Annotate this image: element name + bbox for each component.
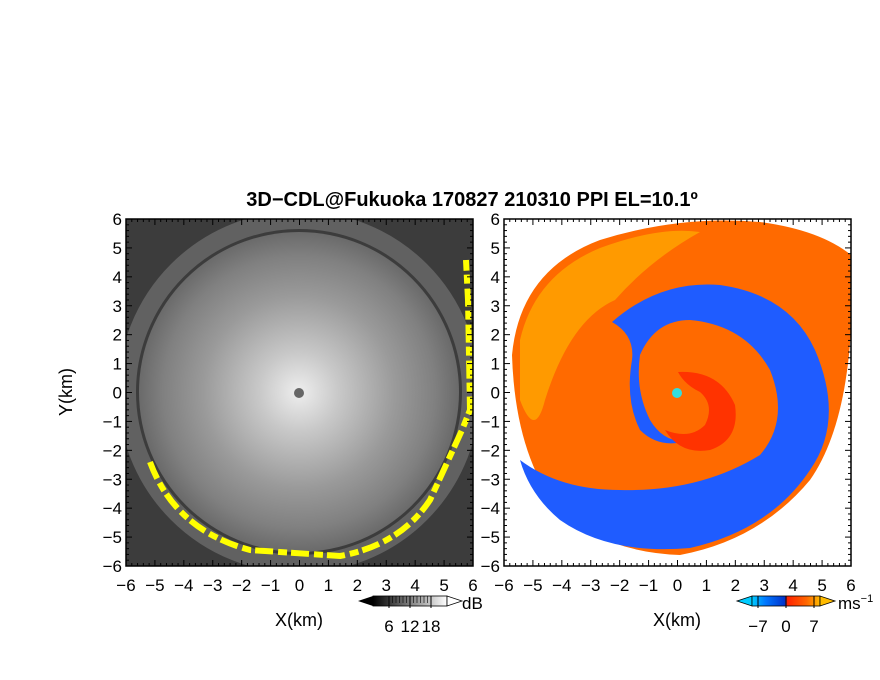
snr-x-tick-label: −6	[116, 576, 135, 595]
snr-colorbar-tick-label: 18	[422, 617, 441, 636]
velocity-colorbar-tick-label: 7	[809, 617, 818, 636]
velocity-x-tick-label: −2	[610, 576, 629, 595]
velocity-colorbar-unit-base: ms	[838, 594, 861, 613]
velocity-x-tick-label: 5	[817, 576, 826, 595]
snr-x-tick-label: −4	[174, 576, 193, 595]
snr-y-tick-label: 3	[113, 297, 122, 316]
snr-y-tick-label: 0	[113, 384, 122, 403]
velocity-y-tick-label: 2	[491, 326, 500, 345]
snr-x-tick-label: 1	[324, 576, 333, 595]
velocity-panel: −6 −5 −4 −3 −2 −1 0 1 2 3 4 5 6 6543210−1−2−3−4−5−6 …	[481, 210, 874, 636]
snr-y-tick-label: −1	[103, 412, 122, 431]
velocity-x-tick-label: −3	[581, 576, 600, 595]
velocity-y-tick-label: 5	[491, 239, 500, 258]
snr-x-tick-label: 2	[353, 576, 362, 595]
snr-y-tick-label: −3	[103, 470, 122, 489]
snr-y-tick-label: −5	[103, 528, 122, 547]
velocity-colorbar-tick-label: 0	[781, 617, 790, 636]
velocity-y-tick-label: 6	[491, 210, 500, 229]
velocity-outer-warm	[520, 230, 700, 420]
velocity-approaching-spiral	[520, 284, 829, 550]
snr-colorbar-tick-label: 6	[384, 617, 393, 636]
snr-x-tick-label: 3	[382, 576, 391, 595]
velocity-site-marker	[672, 388, 682, 398]
snr-x-tick-label: −3	[203, 576, 222, 595]
snr-x-tick-label: 5	[439, 576, 448, 595]
velocity-xlabel: X(km)	[653, 610, 701, 630]
velocity-colorbar-tick-label: −7	[748, 617, 767, 636]
velocity-colorbar-unit-exponent: −1	[861, 593, 874, 605]
velocity-y-tick-label: −2	[481, 441, 500, 460]
velocity-y-tick-label: −6	[481, 557, 500, 576]
velocity-colorbar-extend-low	[735, 595, 753, 607]
velocity-y-tick-label: −4	[481, 499, 500, 518]
snr-ylabel: Y(km)	[56, 368, 76, 416]
velocity-x-tick-label: 4	[788, 576, 797, 595]
velocity-y-tick-label: 1	[491, 355, 500, 374]
snr-y-tick-label: 1	[113, 355, 122, 374]
velocity-x-tick-label: −6	[494, 576, 513, 595]
velocity-y-tick-label: −1	[481, 412, 500, 431]
snr-y-tick-label: 4	[113, 268, 122, 287]
velocity-y-tick-label: −3	[481, 470, 500, 489]
snr-colorbar-tick-label: 12	[401, 617, 420, 636]
snr-x-tick-label: 0	[295, 576, 304, 595]
snr-y-tick-label: 2	[113, 326, 122, 345]
velocity-x-tick-label: 3	[760, 576, 769, 595]
velocity-colorbar: −7 0 7 ms−1	[735, 593, 873, 636]
snr-y-tick-label: 5	[113, 239, 122, 258]
snr-x-tick-label: −5	[145, 576, 164, 595]
velocity-colorbar-unit: ms−1	[838, 593, 873, 613]
snr-x-tick-label: −1	[261, 576, 280, 595]
velocity-x-tick-label: 1	[702, 576, 711, 595]
figure-title: 3D−CDL@Fukuoka 170827 210310 PPI EL=10.1…	[246, 189, 698, 211]
velocity-x-tick-label: 2	[731, 576, 740, 595]
velocity-x-tick-label: −4	[552, 576, 571, 595]
velocity-x-tick-label: −5	[523, 576, 542, 595]
velocity-x-tick-label: 6	[846, 576, 855, 595]
velocity-colorbar-extend-high	[819, 595, 837, 607]
velocity-y-tick-label: 4	[491, 268, 500, 287]
snr-x-tick-label: 4	[410, 576, 419, 595]
snr-x-tick-label: 6	[468, 576, 477, 595]
velocity-x-tick-label: −1	[639, 576, 658, 595]
radar-site-marker	[294, 388, 304, 398]
snr-x-tick-label: −2	[232, 576, 251, 595]
velocity-y-tick-label: 3	[491, 297, 500, 316]
snr-colorbar-unit: dB	[462, 594, 483, 613]
snr-panel: −6 −5 −4 −3 −2 −1 0 1 2 3 4 5 6 6543210−1−2−3−4−5−6 …	[56, 210, 483, 636]
velocity-receding-core	[665, 371, 736, 451]
snr-y-tick-label: 6	[113, 210, 122, 229]
snr-xlabel: X(km)	[275, 610, 323, 630]
snr-y-tick-label: −6	[103, 557, 122, 576]
velocity-x-tick-label: 0	[673, 576, 682, 595]
snr-colorbar-extend-low	[358, 596, 373, 606]
snr-colorbar-extend-high	[446, 595, 464, 607]
snr-edge-highlight	[147, 259, 473, 560]
velocity-y-tick-label: 0	[491, 384, 500, 403]
snr-y-tick-label: −4	[103, 499, 122, 518]
snr-colorbar: 6 12 18 dB	[358, 594, 483, 636]
snr-y-tick-label: −2	[103, 441, 122, 460]
velocity-y-tick-label: −5	[481, 528, 500, 547]
